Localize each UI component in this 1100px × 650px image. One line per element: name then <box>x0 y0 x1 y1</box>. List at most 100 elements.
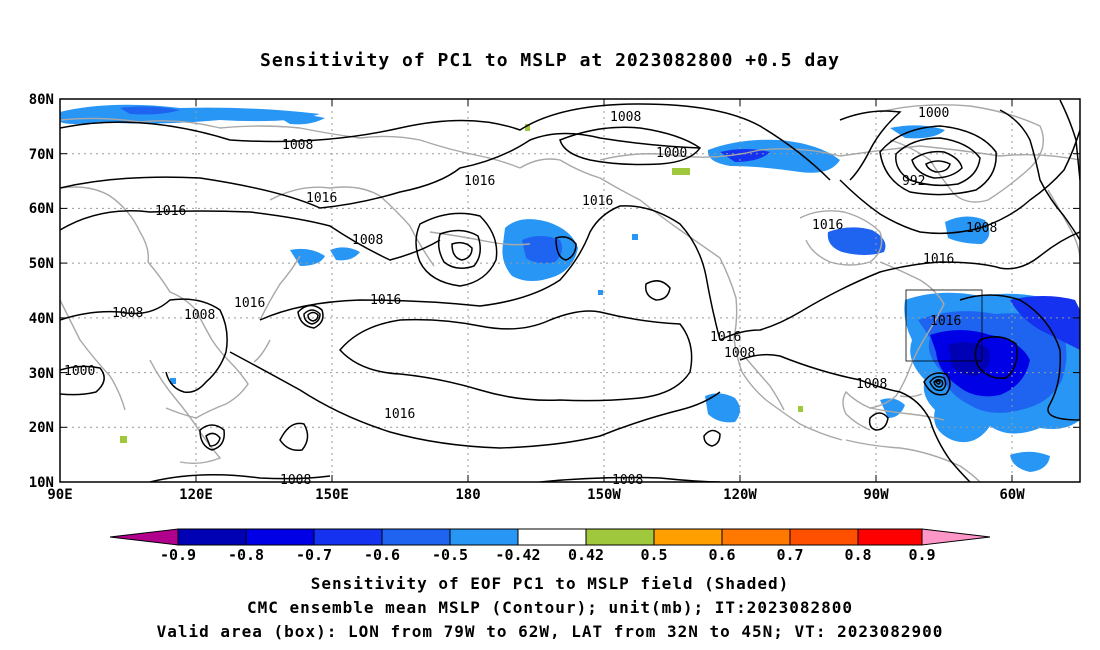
colorbar-label: -0.8 <box>228 546 264 564</box>
contour-label: 1016 <box>155 204 186 219</box>
contour-labels: 1008 1008 1000 1000 992 1016 1016 1016 1… <box>64 106 997 488</box>
contour-label: 1000 <box>64 364 95 379</box>
colorbar-label: -0.42 <box>495 546 540 564</box>
colorbar-label: 0.6 <box>708 546 735 564</box>
isobar-west-pacific-loop <box>279 422 309 452</box>
contour-label: 992 <box>902 174 925 189</box>
isobar-north-america-1008 <box>739 353 971 482</box>
isobar-aleutian-low-outer <box>415 212 498 287</box>
lon-label: 90W <box>863 487 889 503</box>
isobar-arctic-1000 <box>559 126 702 166</box>
colorbar-segment <box>245 528 315 546</box>
colorbar-segment <box>653 528 723 546</box>
colorbar-segment <box>313 528 383 546</box>
shade-patch-okhotsk <box>290 248 325 266</box>
lon-label: 180 <box>455 487 480 503</box>
contour-label: 1008 <box>724 346 755 361</box>
latitude-labels: 80N 70N 60N 50N 40N 30N 20N 10N <box>29 92 54 491</box>
isobar-gulf-alaska-low <box>555 236 577 261</box>
lat-label: 20N <box>29 420 54 436</box>
isobar-north-atlantic-1012 <box>999 109 1080 241</box>
isobar-typhoon-inner <box>307 311 319 322</box>
shade-patch-alaska-dot-2 <box>598 290 603 295</box>
longitude-labels: 90E 120E 150E 180 150W 120W 90W 60W <box>47 487 1025 503</box>
isobar-east-pacific-low <box>703 429 721 447</box>
isobar-pacific-high-1020 <box>339 310 693 402</box>
isobar-hurricane-2 <box>929 375 947 392</box>
isobar-east-siberia <box>60 132 701 209</box>
isobars <box>60 99 1080 482</box>
colorbar-segment <box>789 528 859 546</box>
colorbar-segment <box>177 528 247 546</box>
isobar-west-pacific-low-inner <box>205 432 221 447</box>
coastline-korea-japan <box>253 255 301 363</box>
shade-patch-north-canada-core <box>720 149 770 162</box>
shade-patch-green-3 <box>120 436 127 443</box>
colorbar-label: -0.5 <box>432 546 468 564</box>
isobar-arctic-1008 <box>60 103 831 181</box>
lat-label: 50N <box>29 256 54 272</box>
lat-label: 10N <box>29 475 54 491</box>
isobar-bermuda-inner <box>974 336 1018 379</box>
coastline-north-america-west <box>719 257 843 441</box>
shade-patch-green-2 <box>672 168 690 175</box>
contour-label: 1016 <box>710 330 741 345</box>
isobar-north-america-1016 <box>719 231 1080 341</box>
isobar-hurricane-1 <box>923 372 951 396</box>
colorbar-label: -0.6 <box>364 546 400 564</box>
contour-label: 1016 <box>306 191 337 206</box>
sensitivity-shading <box>60 104 1080 472</box>
coastline-arctic-canada <box>599 145 1080 161</box>
isobar-typhoon-outer <box>297 304 324 329</box>
contour-label: 1016 <box>812 218 843 233</box>
contour-label: 1008 <box>966 221 997 236</box>
shade-patch-green-4 <box>798 406 803 412</box>
isobar-iceland-low-996 <box>895 137 981 187</box>
isobar-iceland-low-988 <box>925 160 951 173</box>
colorbar-segment <box>585 528 655 546</box>
isobar-iceland-low-992 <box>911 150 963 179</box>
map-frame <box>59 98 1081 483</box>
coastline-aleutian <box>429 231 531 246</box>
lat-label: 30N <box>29 366 54 382</box>
isobar-aleutian-low-mid <box>437 229 481 269</box>
shade-patch-se-atlantic <box>1010 451 1050 472</box>
colorbar-segment <box>721 528 791 546</box>
coastline-south-america <box>845 439 981 482</box>
lat-label: 70N <box>29 147 54 163</box>
isobar-pacific-high-1016 <box>259 205 721 341</box>
contour-label: 1016 <box>384 407 415 422</box>
isobar-central-asia-1016 <box>60 210 441 261</box>
shade-patch-alaska-dot-1 <box>632 234 638 240</box>
lon-label: 60W <box>999 487 1025 503</box>
map-title: Sensitivity of PC1 to MSLP at 2023082800… <box>259 50 840 71</box>
shade-patch-arctic-west <box>60 104 320 124</box>
contour-label: 1008 <box>112 306 143 321</box>
shade-patch-arctic-west-core <box>120 106 180 115</box>
shade-patch-greenland <box>890 125 945 139</box>
colorbar-label: 0.42 <box>568 546 604 564</box>
isobar-gulf-low <box>868 412 889 431</box>
lat-label: 60N <box>29 201 54 217</box>
isobar-north-atlantic-1008 <box>839 129 1080 235</box>
shade-patch-mexico <box>705 393 740 423</box>
contour-label: 1008 <box>612 473 643 488</box>
colorbar-label: 0.5 <box>640 546 667 564</box>
colorbar-label: 0.9 <box>908 546 935 564</box>
lat-label: 40N <box>29 311 54 327</box>
isobar-bermuda-high <box>959 294 1080 421</box>
contour-label: 1008 <box>280 473 311 488</box>
colorbar-segment <box>381 528 451 546</box>
colorbar-segment <box>517 528 587 546</box>
isobar-west-pacific-low <box>199 424 225 451</box>
isobar-pacific-high-1024 <box>644 280 671 301</box>
footer-line-contour: CMC ensemble mean MSLP (Contour); unit(m… <box>246 598 854 617</box>
isobar-india-1000 <box>60 365 105 396</box>
shade-patch-hudson <box>827 227 886 255</box>
colorbar <box>109 528 991 546</box>
coastline-east-asia <box>60 186 249 419</box>
colorbar-segment <box>857 528 923 546</box>
contour-label: 1016 <box>923 252 954 267</box>
contour-label: 1016 <box>370 293 401 308</box>
